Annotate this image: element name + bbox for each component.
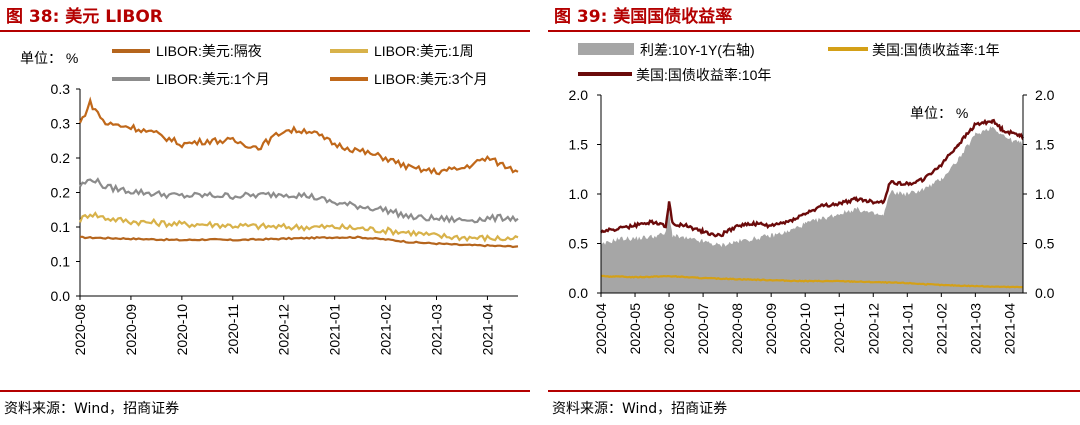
- legend-label: 美国:国债收益率:1年: [872, 42, 1000, 58]
- y-tick-label: 0.3: [51, 81, 71, 97]
- y-left-tick-label: 1.0: [569, 186, 589, 202]
- x-tick-label: 2020-11: [831, 303, 847, 354]
- x-tick-label: 2020-11: [225, 304, 241, 355]
- y-tick-label: 0.1: [51, 219, 71, 235]
- x-tick-label: 2020-04: [593, 303, 609, 355]
- legend-label: LIBOR:美元:3个月: [374, 71, 488, 87]
- x-tick-label: 2020-08: [72, 304, 88, 356]
- treasury-chart: 利差:10Y-1Y(右轴) 美国:国债收益率:1年美国:国债收益率:10年单位： …: [569, 42, 1055, 355]
- series-line: [78, 211, 519, 243]
- x-tick-label: 2021-02: [933, 303, 949, 355]
- y-right-tick-label: 1.0: [1035, 186, 1055, 202]
- series-line: [601, 274, 1023, 289]
- legend-swatch: [578, 43, 634, 55]
- x-tick-label: 2020-09: [763, 303, 779, 355]
- x-tick-label: 2021-01: [327, 304, 343, 356]
- y-tick-label: 0.2: [51, 185, 71, 201]
- treasury-panel: 图 39: 美国国债收益率 利差:10Y-1Y(右轴) 美国:国债收益率:1年美国…: [548, 0, 1080, 425]
- title-rule: [0, 30, 530, 32]
- legend-label: LIBOR:美元:1个月: [156, 71, 270, 87]
- x-tick-label: 2021-04: [1001, 303, 1017, 355]
- source-rule: [0, 390, 530, 392]
- y-tick-label: 0.0: [51, 288, 71, 304]
- treasury-source-note: 资料来源：Wind，招商证券: [552, 401, 728, 417]
- x-tick-label: 2020-09: [123, 304, 139, 356]
- title-rule: [548, 30, 1080, 32]
- y-right-tick-label: 2.0: [1035, 87, 1055, 103]
- spread-area: [601, 126, 1023, 293]
- legend-label: 美国:国债收益率:10年: [636, 67, 771, 83]
- series-line: [79, 177, 519, 224]
- x-tick-label: 2020-12: [276, 304, 292, 356]
- y-left-tick-label: 0.0: [569, 285, 589, 301]
- x-tick-label: 2020-10: [797, 303, 813, 355]
- x-tick-label: 2021-02: [378, 304, 394, 356]
- y-right-tick-label: 1.5: [1035, 137, 1055, 153]
- legend-label: LIBOR:美元:1周: [374, 43, 474, 59]
- x-tick-label: 2021-04: [479, 304, 495, 356]
- y-left-tick-label: 0.5: [569, 236, 589, 252]
- x-tick-label: 2021-01: [899, 303, 915, 355]
- y-left-tick-label: 1.5: [569, 137, 589, 153]
- unit-label: 单位： %: [20, 50, 78, 66]
- y-right-tick-label: 0.5: [1035, 236, 1055, 252]
- series-line: [600, 118, 1025, 238]
- legend-label: 利差:10Y-1Y(右轴): [640, 42, 755, 58]
- x-tick-label: 2020-08: [729, 303, 745, 355]
- y-tick-label: 0.2: [51, 150, 71, 166]
- source-rule: [548, 390, 1080, 392]
- x-tick-label: 2020-06: [661, 303, 677, 355]
- legend-label: LIBOR:美元:隔夜: [156, 43, 262, 59]
- x-tick-label: 2021-03: [967, 303, 983, 355]
- x-tick-label: 2021-03: [429, 304, 445, 356]
- x-tick-label: 2020-10: [174, 304, 190, 356]
- libor-chart-title: 图 38: 美元 LIBOR: [6, 7, 163, 27]
- y-left-tick-label: 2.0: [569, 87, 589, 103]
- y-tick-label: 0.3: [51, 116, 71, 132]
- series-line: [78, 96, 519, 176]
- unit-label: 单位： %: [910, 105, 968, 121]
- libor-source-note: 资料来源：Wind，招商证券: [4, 401, 180, 417]
- libor-panel: 图 38: 美元 LIBOR 单位： % LIBOR:美元:隔夜 LIBOR:美元:…: [0, 0, 530, 425]
- y-right-tick-label: 0.0: [1035, 285, 1055, 301]
- x-tick-label: 2020-07: [695, 303, 711, 355]
- libor-chart: 单位： % LIBOR:美元:隔夜 LIBOR:美元:1周 LIBOR:美元:1个月 L…: [20, 43, 519, 356]
- treasury-chart-title: 图 39: 美国国债收益率: [554, 7, 733, 27]
- series-line: [80, 235, 519, 249]
- x-tick-label: 2020-05: [627, 303, 643, 355]
- y-tick-label: 0.1: [51, 254, 71, 270]
- x-tick-label: 2020-12: [865, 303, 881, 355]
